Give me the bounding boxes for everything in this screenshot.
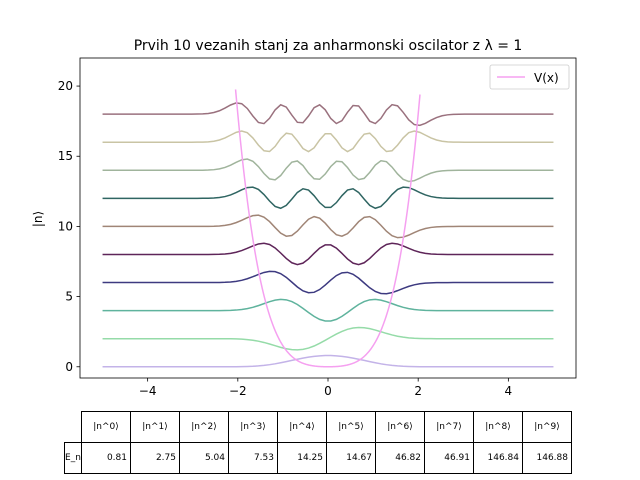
y-axis-label: |n⟩ (31, 211, 45, 227)
energy-value: 46.91 (424, 442, 474, 474)
wavefunction-n1 (102, 326, 554, 351)
y-tick-label: 15 (58, 149, 73, 163)
legend-frame (489, 64, 570, 90)
row-header: E_n (64, 442, 82, 474)
energy-value: 146.88 (522, 442, 572, 474)
wavefunction-n8 (102, 130, 554, 153)
table-row: E_n 0.81 2.75 5.04 7.53 14.25 14.67 46.8… (64, 442, 572, 474)
column-header: |n^2⟩ (179, 411, 229, 443)
column-header: |n^1⟩ (130, 411, 180, 443)
x-tick-label: 4 (505, 384, 513, 398)
column-header: |n^9⟩ (522, 411, 572, 443)
x-tick-label: −2 (229, 384, 247, 398)
wavefunction-n9 (102, 102, 554, 127)
y-tick-label: 0 (65, 360, 73, 374)
energy-value: 5.04 (179, 442, 229, 474)
y-tick-label: 5 (65, 290, 73, 304)
energy-value: 7.53 (228, 442, 278, 474)
x-tick-label: 0 (324, 384, 332, 398)
x-tick-label: −4 (139, 384, 157, 398)
column-header: |n^7⟩ (424, 411, 474, 443)
x-axis: −4 −2 0 2 4 (139, 378, 512, 398)
table-corner (65, 412, 82, 443)
energy-value: 146.84 (473, 442, 523, 474)
energy-value: 0.81 (81, 442, 131, 474)
column-header: |n^0⟩ (81, 411, 131, 443)
y-tick-label: 10 (58, 219, 73, 233)
plot-frame (79, 57, 577, 379)
chart-title: Prvih 10 vezanih stanj za anharmonski os… (134, 38, 523, 54)
column-header: |n^4⟩ (277, 411, 327, 443)
wavefunction-n0 (102, 354, 554, 368)
table-header-row: |n^0⟩ |n^1⟩ |n^2⟩ |n^3⟩ |n^4⟩ |n^5⟩ |n^6… (65, 411, 572, 443)
column-header: |n^5⟩ (326, 411, 376, 443)
x-tick-label: 2 (414, 384, 422, 398)
energy-table: |n^0⟩ |n^1⟩ |n^2⟩ |n^3⟩ |n^4⟩ |n^5⟩ |n^6… (64, 411, 572, 474)
legend-label: V(x) (534, 71, 559, 85)
wavefunction-n4 (102, 242, 554, 266)
wavefunction-n6 (102, 186, 554, 210)
energy-value: 2.75 (130, 442, 180, 474)
y-tick-label: 20 (58, 79, 73, 93)
potential-curve (234, 89, 421, 368)
column-header: |n^6⟩ (375, 411, 425, 443)
wavefunction-n2 (102, 298, 554, 322)
energy-value: 14.67 (326, 442, 376, 474)
wavefunction-n5 (102, 214, 554, 239)
legend: V(x) (489, 64, 570, 90)
y-axis: 0 5 10 15 20 (58, 79, 80, 374)
column-header: |n^8⟩ (473, 411, 523, 443)
energy-value: 14.25 (277, 442, 327, 474)
curves (102, 89, 554, 368)
energy-value: 46.82 (375, 442, 425, 474)
column-header: |n^3⟩ (228, 411, 278, 443)
wavefunction-n3 (102, 270, 554, 295)
wavefunction-n7 (102, 158, 554, 183)
